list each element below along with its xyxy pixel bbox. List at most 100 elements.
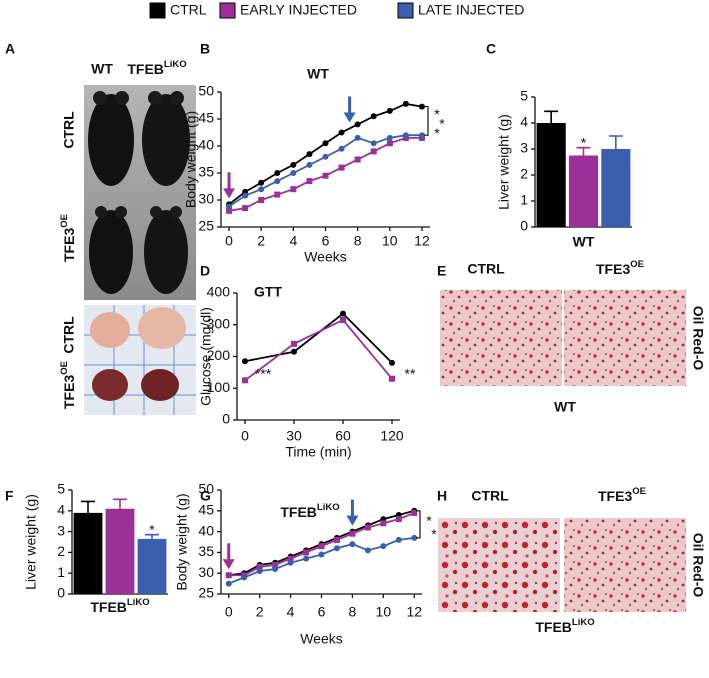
arrow-head (223, 188, 236, 199)
point (333, 536, 340, 543)
y-tick-label: 30 (198, 191, 214, 207)
annotation: * (581, 134, 587, 150)
x-axis-label: Time (min) (285, 444, 351, 460)
y-tick-label: 35 (198, 164, 214, 180)
point (242, 377, 248, 384)
y-tick-label: 5 (520, 88, 528, 104)
series-line (244, 318, 393, 382)
point (272, 566, 279, 573)
y-tick-label: 40 (198, 522, 214, 538)
significance: * (434, 125, 440, 141)
legend-swatch (219, 2, 236, 19)
stain-label: Oil Red-O (690, 533, 706, 598)
x-tick-label: 120 (380, 428, 404, 444)
y-tick-label: 200 (207, 347, 231, 363)
point (386, 107, 393, 114)
significance: * (426, 513, 432, 529)
point (274, 178, 281, 185)
x-tick-label: 4 (287, 604, 295, 620)
point (370, 140, 377, 147)
y-tick-label: 4 (57, 502, 65, 518)
bracket (424, 105, 429, 136)
point (340, 310, 346, 317)
point (306, 178, 313, 185)
point (272, 561, 279, 568)
genotype-label-base: TFEB (535, 619, 572, 635)
y-tick-label: 0 (57, 585, 65, 601)
point (386, 134, 393, 141)
point (306, 161, 313, 168)
point (258, 186, 265, 193)
point (411, 534, 418, 541)
point (411, 509, 418, 516)
y-tick-label: 400 (207, 284, 231, 300)
point (418, 132, 425, 139)
x-tick-label: 2 (257, 233, 265, 249)
x-tick-label: 0 (225, 604, 233, 620)
y-tick-label: 0 (222, 411, 230, 427)
error-bar (113, 498, 127, 509)
point (354, 121, 361, 128)
y-tick-label: 4 (520, 114, 528, 130)
point (242, 205, 249, 212)
point (290, 186, 297, 193)
y-tick-label: 30 (198, 564, 214, 580)
panel-letter: A (5, 41, 15, 57)
point (291, 348, 297, 355)
x-axis-label: TFEBLiKO (90, 597, 149, 615)
column-label: TFEBLiKO (127, 59, 186, 77)
y-tick-label: 3 (520, 140, 528, 156)
panel-letter: D (200, 263, 210, 279)
point (380, 520, 387, 527)
point (338, 145, 345, 152)
row-label-sup: OE (59, 214, 70, 228)
legend-label: EARLY INJECTED (240, 2, 357, 18)
point (225, 580, 232, 587)
x-axis-label: Weeks (300, 631, 343, 647)
y-tick-label: 25 (198, 218, 214, 234)
point (418, 103, 425, 110)
x-tick-label: 2 (256, 604, 264, 620)
y-tick-label: 45 (198, 110, 214, 126)
y-tick-label: 35 (198, 543, 214, 559)
arrow-head (222, 559, 235, 570)
significance: * (434, 106, 440, 122)
x-axis-label-base: TFEB (90, 599, 127, 615)
point (290, 170, 297, 176)
annotation: * (149, 521, 155, 537)
chart-title-base: TFEB (280, 504, 317, 520)
stain-image (564, 290, 686, 386)
point (242, 358, 248, 365)
y-tick-label: 40 (198, 137, 214, 153)
y-tick-label: 1 (57, 564, 65, 580)
point (256, 568, 263, 575)
chart-title: WT (307, 66, 329, 82)
point (303, 555, 310, 562)
series-line (244, 312, 393, 364)
bar (105, 508, 135, 594)
photo-livers (84, 305, 196, 415)
y-axis-label: Glucose (mg/dl) (198, 307, 214, 406)
photo-mice (84, 85, 196, 300)
y-tick-label: 45 (198, 502, 214, 518)
bar (601, 149, 631, 227)
point (338, 129, 345, 136)
point (241, 574, 248, 581)
x-axis-label: Weeks (304, 249, 347, 265)
column-label-base: TFE3 (596, 261, 630, 277)
point (402, 132, 409, 139)
bar (536, 123, 566, 227)
x-tick-label: 6 (318, 604, 326, 620)
point (370, 148, 377, 155)
y-tick-label: 300 (207, 315, 231, 331)
y-tick-label: 3 (57, 522, 65, 538)
point (354, 134, 361, 141)
point (303, 549, 310, 556)
point (274, 170, 281, 176)
significance: * (431, 526, 437, 542)
x-axis-label: WT (573, 234, 595, 250)
x-tick-label: 0 (241, 428, 249, 444)
x-axis-label-sup: LiKO (127, 597, 150, 608)
x-tick-label: 60 (335, 428, 351, 444)
